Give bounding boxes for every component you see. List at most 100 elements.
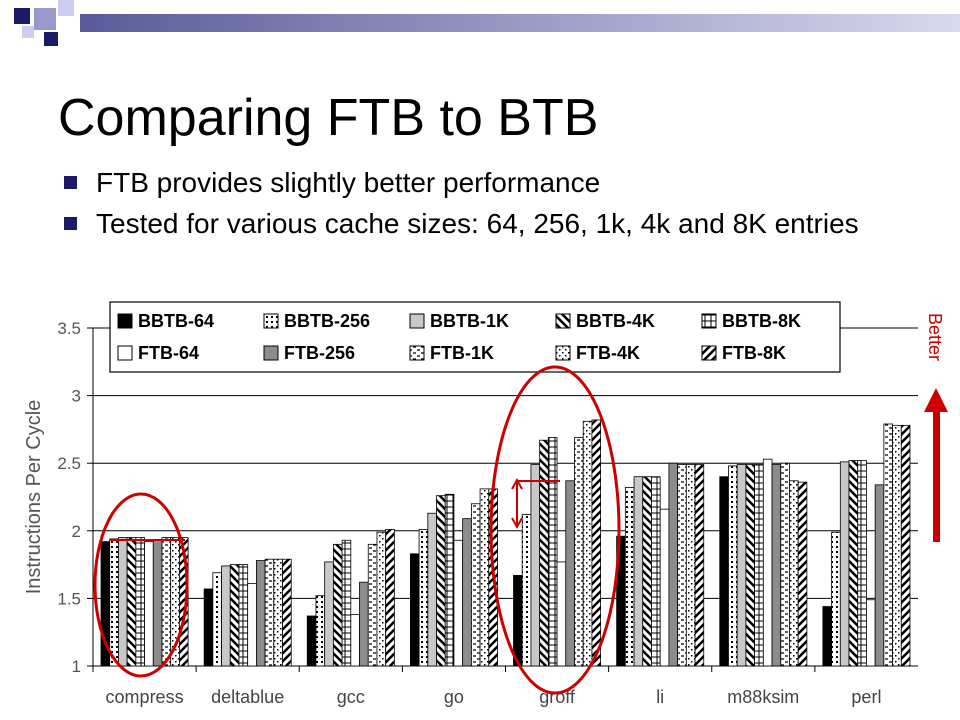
y-tick-label: 3.5	[57, 319, 81, 338]
bar-bbtb-64-gcc	[306, 615, 317, 667]
legend-label: FTB-1K	[430, 343, 494, 363]
bar-ftb-8k-gcc	[385, 529, 395, 667]
header-rule	[80, 14, 960, 32]
x-tick-label: go	[444, 687, 464, 707]
bar-bbtb-4k-li	[642, 476, 652, 667]
legend-label: BBTB-1K	[430, 311, 509, 331]
bar-ftb-64-perl	[866, 599, 876, 667]
bar-ftb-256-m88ksim	[771, 464, 782, 667]
legend-label: FTB-256	[284, 343, 355, 363]
bar-bbtb-4k-gcc	[332, 543, 343, 667]
bar-ftb-256-gcc	[359, 581, 369, 667]
bar-ftb-256-li	[668, 462, 679, 667]
bar-ftb-8k-groff	[591, 419, 602, 667]
arrow-up-icon	[511, 477, 523, 490]
corner-decoration	[0, 0, 80, 60]
deco-square-light-2	[58, 0, 74, 16]
legend-swatch	[701, 313, 717, 329]
bar-bbtb-256-perl	[831, 531, 841, 667]
bar-bbtb-4k-go	[436, 495, 446, 667]
deco-square-dark-2	[44, 32, 58, 46]
bar-bbtb-256-gcc	[315, 595, 326, 667]
bar-bbtb-8k-compress	[135, 537, 145, 667]
x-tick-label: m88ksim	[727, 687, 799, 707]
x-tick-label: compress	[106, 687, 184, 707]
better-label: Better	[925, 313, 945, 361]
legend-label: BBTB-64	[138, 311, 214, 331]
bar-ftb-8k-compress	[179, 537, 189, 667]
bar-bbtb-4k-compress	[126, 537, 137, 667]
bar-ftb-8k-deltablue	[282, 558, 292, 667]
bar-ftb-64-compress	[144, 541, 154, 667]
bar-bbtb-8k-perl	[857, 460, 867, 667]
legend-swatch	[409, 313, 425, 329]
bar-bbtb-8k-groff	[547, 437, 558, 667]
bar-ftb-1k-groff	[574, 437, 584, 667]
bar-bbtb-8k-deltablue	[238, 564, 249, 667]
bar-ftb-4k-gcc	[376, 531, 387, 667]
deco-square-light-3	[22, 26, 34, 38]
bar-bbtb-1k-compress	[118, 537, 128, 667]
bar-bbtb-64-go	[409, 553, 420, 667]
bar-ftb-256-compress	[152, 539, 163, 667]
y-tick-label: 2	[72, 522, 81, 541]
bar-bbtb-1k-go	[427, 512, 437, 667]
bar-ftb-1k-deltablue	[264, 558, 275, 667]
legend-swatch	[117, 313, 133, 329]
bar-bbtb-256-deltablue	[212, 572, 222, 667]
x-tick-label: gcc	[337, 687, 365, 707]
x-tick-label: deltablue	[211, 687, 284, 707]
bar-ftb-8k-perl	[900, 424, 911, 667]
bar-bbtb-1k-li	[633, 476, 644, 667]
legend-label: FTB-4K	[576, 343, 640, 363]
bar-ftb-64-li	[659, 508, 670, 667]
bar-bbtb-1k-m88ksim	[736, 464, 747, 667]
bar-bbtb-64-groff	[513, 575, 523, 667]
bar-ftb-64-go	[453, 539, 464, 667]
bar-ftb-256-deltablue	[255, 560, 266, 667]
x-tick-label: li	[656, 687, 664, 707]
bar-bbtb-64-m88ksim	[719, 476, 729, 667]
bar-bbtb-8k-li	[651, 476, 661, 667]
bar-ftb-64-groff	[556, 561, 567, 667]
bullet-item: Tested for various cache sizes: 64, 256,…	[62, 207, 922, 240]
x-tick-label: perl	[851, 687, 881, 707]
highlight-ellipse-groff	[489, 365, 621, 695]
bar-bbtb-256-m88ksim	[728, 465, 738, 667]
bar-bbtb-64-perl	[822, 606, 832, 667]
legend-box	[109, 301, 841, 373]
bar-bbtb-256-groff	[521, 514, 532, 667]
legend-swatch	[409, 345, 425, 361]
bullet-square-icon	[64, 217, 77, 230]
bar-ftb-4k-deltablue	[273, 558, 283, 667]
bar-ftb-1k-li	[677, 464, 687, 667]
bar-ftb-1k-perl	[883, 423, 893, 667]
legend-swatch	[263, 345, 279, 361]
legend-label: BBTB-8K	[722, 311, 801, 331]
y-tick-label: 1	[72, 657, 81, 676]
bullet-text: FTB provides slightly better performance	[96, 167, 601, 198]
bar-ftb-4k-m88ksim	[789, 480, 799, 667]
bar-bbtb-256-li	[624, 487, 635, 667]
y-tick-label: 3	[72, 387, 81, 406]
bar-ftb-4k-groff	[582, 420, 593, 667]
bar-ftb-4k-go	[479, 488, 490, 667]
bullet-item: FTB provides slightly better performance	[62, 166, 922, 199]
bar-ftb-8k-m88ksim	[797, 481, 808, 667]
bar-ftb-1k-gcc	[367, 543, 378, 667]
bullet-list: FTB provides slightly better performance…	[62, 166, 922, 248]
bar-ftb-64-gcc	[350, 614, 360, 667]
bar-bbtb-4k-deltablue	[229, 564, 240, 667]
bullet-square-icon	[64, 176, 77, 189]
legend-swatch	[117, 345, 133, 361]
legend-swatch	[555, 345, 571, 361]
bar-ftb-256-perl	[874, 484, 885, 667]
bar-bbtb-1k-groff	[530, 464, 541, 667]
bar-bbtb-1k-deltablue	[221, 565, 231, 667]
legend-label: BBTB-256	[284, 311, 370, 331]
y-axis-label: Instructions Per Cycle	[23, 400, 45, 595]
bar-bbtb-8k-m88ksim	[754, 464, 764, 667]
better-arrow-shaft	[933, 410, 940, 542]
deco-square-light-1	[34, 8, 56, 30]
